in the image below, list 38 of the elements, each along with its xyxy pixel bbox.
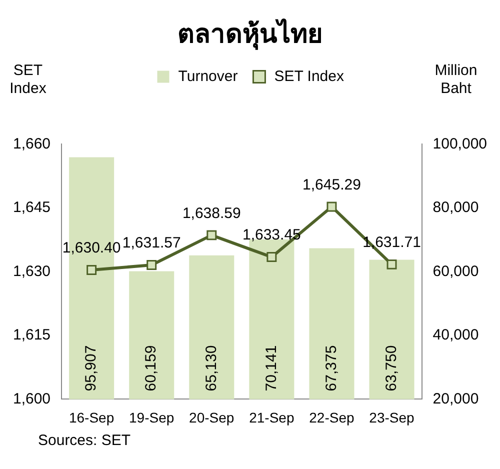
data-label: 70,141 [262, 345, 280, 392]
y-tick-label: 1,660 [12, 135, 51, 152]
x-tick-label: 23-Sep [369, 409, 415, 426]
point [146, 260, 157, 270]
y2-axis-title: Million Baht [434, 62, 478, 98]
chart-title: ตลาดหุ้นไทย [178, 17, 322, 50]
y-axis-title: SET Index [8, 62, 48, 98]
y2-tick-label: 40,000 [432, 326, 479, 344]
point [386, 259, 397, 270]
x-tick-label: 20-Sep [189, 409, 234, 426]
source-note: Sources: SET [38, 432, 131, 449]
data-label: 67,375 [322, 345, 340, 392]
y2-tick-label: 80,000 [432, 199, 479, 216]
x-tick-label: 16-Sep [68, 409, 114, 426]
data-label: 1,645.29 [302, 176, 361, 194]
legend-label: SET Index [274, 68, 344, 85]
point [206, 230, 217, 240]
data-label: 63,750 [382, 345, 400, 392]
y-tick-label: 1,630 [12, 262, 51, 280]
x-tick-label: 19-Sep [129, 409, 174, 426]
data-label: 1,631.57 [122, 234, 181, 252]
y2-tick-label: 20,000 [432, 390, 479, 408]
point [86, 265, 97, 275]
data-label: 95,907 [82, 345, 100, 392]
data-label: 60,159 [142, 345, 160, 392]
point [326, 202, 337, 212]
y2-tick-label: 100,000 [432, 135, 488, 152]
y-tick-label: 1,600 [12, 390, 51, 408]
data-label: 65,130 [202, 345, 220, 392]
data-label: 1,638.59 [182, 204, 241, 222]
point [266, 252, 277, 262]
y2-tick-label: 60,000 [432, 262, 479, 280]
legend-label: Turnover [178, 68, 238, 85]
y-tick-label: 1,645 [12, 199, 51, 216]
x-tick-label: 21-Sep [249, 409, 294, 426]
y-tick-label: 1,615 [12, 326, 51, 344]
data-label: 1,630.40 [62, 240, 121, 257]
x-tick-label: 22-Sep [309, 409, 354, 426]
